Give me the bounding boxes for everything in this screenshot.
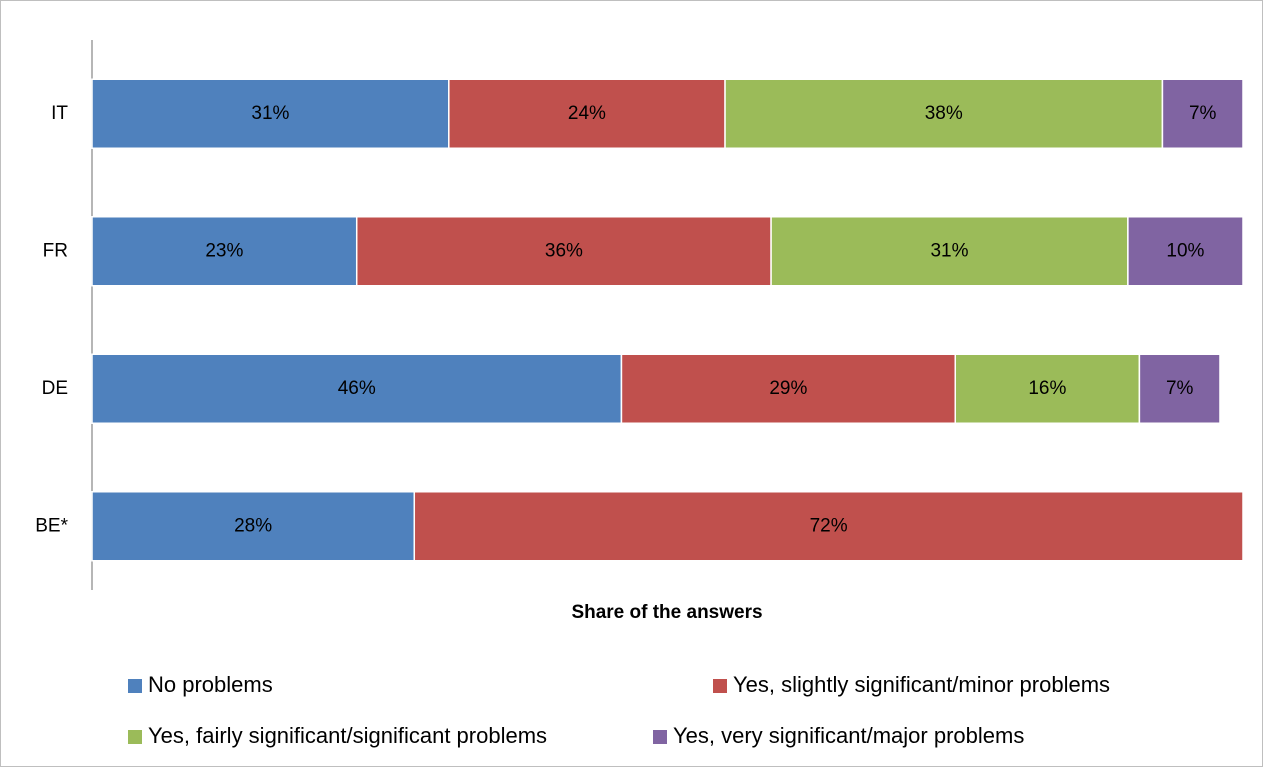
data-label: 46%: [338, 378, 376, 399]
data-label: 7%: [1166, 378, 1194, 399]
bar-segment: [448, 78, 726, 149]
data-label: 10%: [1166, 240, 1204, 261]
data-label: 72%: [810, 515, 848, 536]
bar-segment: [413, 491, 1244, 562]
data-label: 31%: [251, 103, 289, 124]
bar-segment: [91, 491, 416, 562]
legend-swatch: [653, 730, 667, 744]
legend-swatch: [128, 679, 142, 693]
y-tick-label: BE*: [35, 515, 68, 536]
legend-swatch: [128, 730, 142, 744]
bar-segment: [91, 216, 358, 287]
data-label: 7%: [1189, 103, 1217, 124]
data-label: 31%: [930, 240, 968, 261]
bar-segment: [91, 353, 623, 424]
legend-label: Yes, fairly significant/significant prob…: [148, 723, 547, 748]
data-label: 24%: [568, 103, 606, 124]
data-label: 16%: [1028, 378, 1066, 399]
y-tick-label: FR: [43, 240, 68, 261]
data-label: 29%: [769, 378, 807, 399]
legend-swatch: [713, 679, 727, 693]
legend-label: Yes, very significant/major problems: [673, 723, 1024, 748]
bar-segment: [770, 216, 1129, 287]
x-axis-label: Share of the answers: [571, 602, 762, 623]
data-label: 38%: [925, 103, 963, 124]
y-tick-label: DE: [42, 378, 68, 399]
data-label: 23%: [205, 240, 243, 261]
bar-segment: [954, 353, 1141, 424]
bar-segment: [1138, 353, 1221, 424]
legend-label: Yes, slightly significant/minor problems: [733, 672, 1110, 697]
legend-label: No problems: [148, 672, 273, 697]
bar-segment: [620, 353, 957, 424]
bar-segment: [1161, 78, 1244, 149]
data-label: 36%: [545, 240, 583, 261]
bar-segment: [91, 78, 450, 149]
data-label: 28%: [234, 515, 272, 536]
bar-segment: [1127, 216, 1244, 287]
y-tick-label: IT: [51, 103, 68, 124]
